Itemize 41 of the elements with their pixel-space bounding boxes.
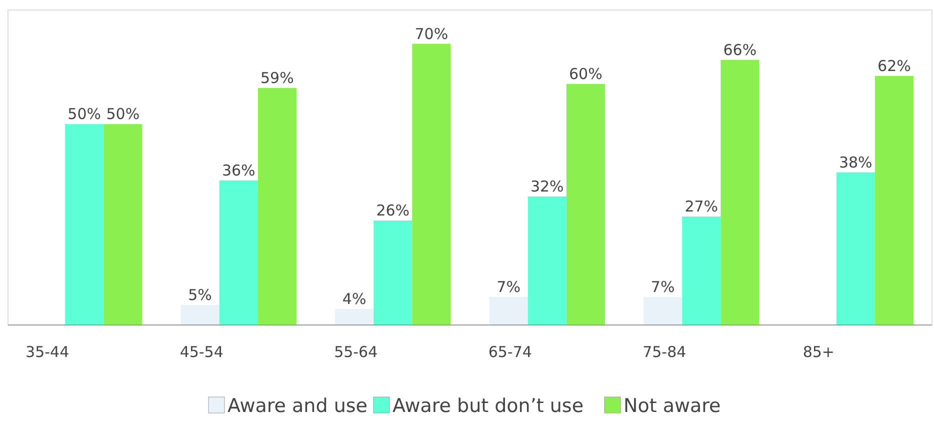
legend-label: Aware and use	[228, 395, 368, 417]
bar	[104, 124, 142, 325]
bar	[874, 76, 914, 325]
data-label: 36%	[222, 161, 256, 180]
data-label: 59%	[260, 68, 294, 87]
data-label: 50%	[106, 105, 140, 124]
bar	[644, 296, 682, 325]
x-tick-label: 85+	[802, 343, 834, 361]
data-label: 4%	[342, 290, 366, 308]
bar	[412, 44, 451, 325]
bar	[682, 216, 721, 325]
x-tick-label: 75-84	[642, 343, 686, 361]
data-label: 60%	[569, 64, 602, 83]
data-label: 66%	[723, 40, 757, 59]
bar	[720, 60, 760, 325]
x-tick-label: 55-64	[334, 343, 378, 361]
data-label: 62%	[878, 56, 911, 75]
bar	[65, 124, 104, 325]
data-label: 32%	[530, 177, 564, 196]
data-label: 38%	[838, 153, 872, 172]
legend-label: Not aware	[624, 395, 721, 417]
bar	[836, 172, 875, 325]
x-tick-label: 35-44	[26, 343, 70, 361]
data-label: 70%	[414, 24, 448, 43]
data-label: 26%	[376, 202, 410, 220]
data-label: 50%	[68, 105, 102, 124]
bar	[258, 88, 296, 325]
data-label: 7%	[650, 278, 675, 296]
data-label: 27%	[684, 198, 718, 216]
bar	[528, 196, 566, 325]
bar	[374, 220, 412, 325]
bar	[566, 84, 605, 325]
x-tick-label: 45-54	[180, 343, 224, 361]
bar	[180, 304, 220, 325]
bar	[489, 296, 528, 325]
x-tick-label: 65-74	[488, 343, 532, 361]
bar	[335, 308, 374, 325]
data-label: 5%	[188, 286, 212, 304]
bar	[219, 180, 258, 325]
legend-label: Aware but don’t use	[392, 395, 584, 417]
data-label: 7%	[496, 278, 520, 296]
